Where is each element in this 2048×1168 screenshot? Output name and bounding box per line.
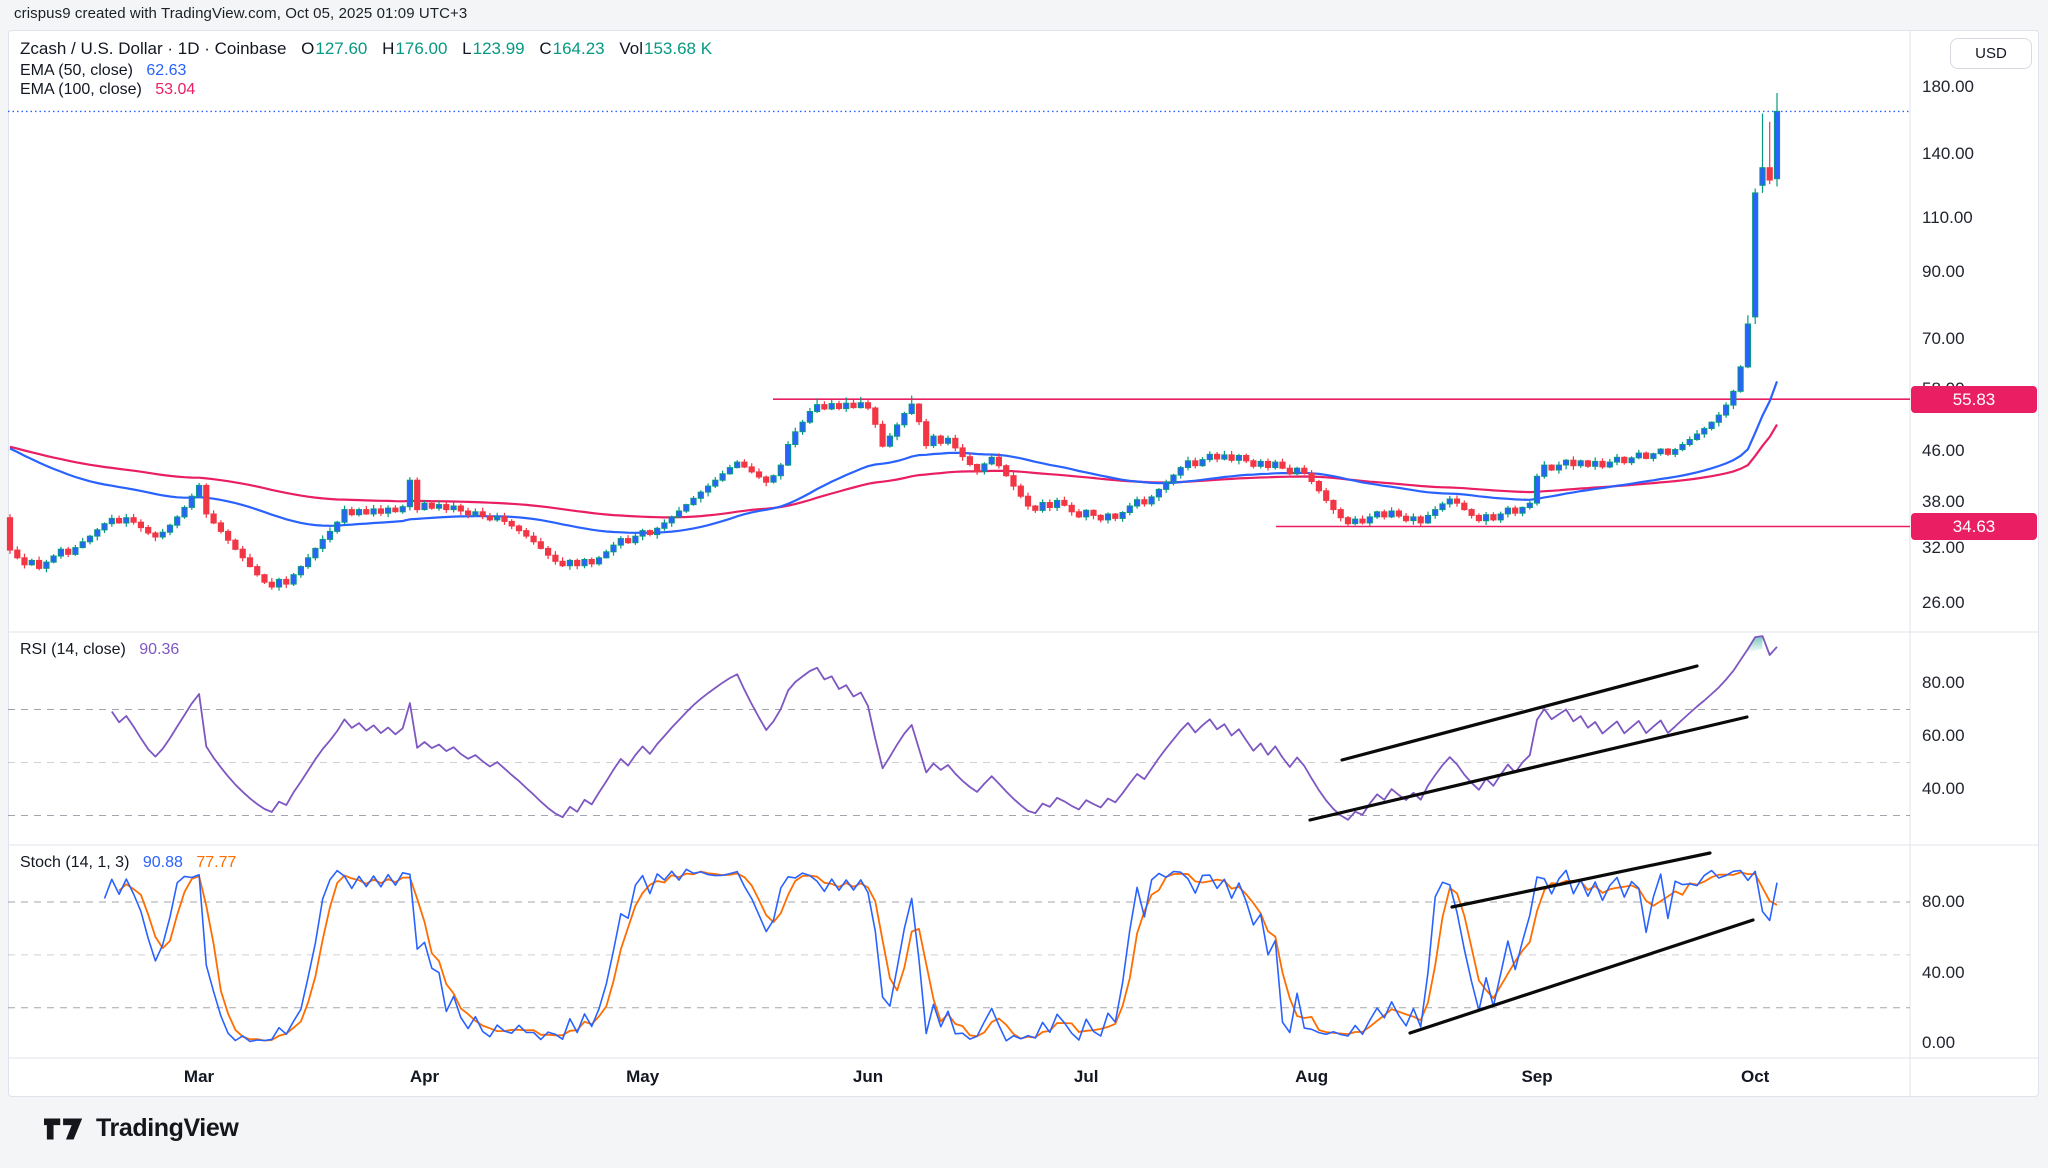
tradingview-logo-icon	[44, 1118, 83, 1139]
chart-card	[8, 30, 2039, 1097]
attribution-text: crispus9 created with TradingView.com, O…	[14, 5, 468, 22]
tradingview-logo[interactable]: TradingView	[44, 1114, 239, 1143]
tradingview-logo-text: TradingView	[96, 1114, 239, 1142]
